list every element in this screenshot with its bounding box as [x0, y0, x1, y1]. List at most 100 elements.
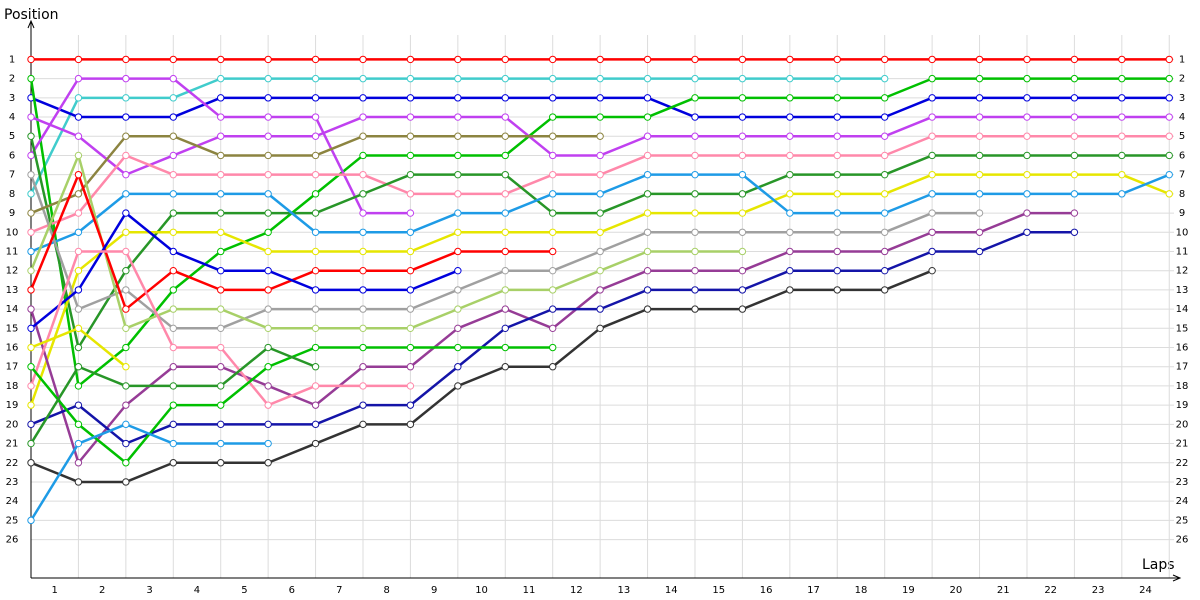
y-tick-label-right: 14: [1176, 304, 1189, 315]
lap-marker: [596, 94, 604, 102]
lap-marker: [74, 478, 83, 486]
lap-marker: [454, 266, 462, 275]
y-tick-label: 20: [6, 419, 19, 430]
lap-marker: [691, 266, 699, 275]
lap-marker: [406, 228, 415, 236]
lap-marker: [311, 247, 320, 256]
lap-marker: [74, 324, 83, 333]
lap-marker: [454, 305, 462, 313]
lap-marker: [359, 94, 367, 102]
lap-marker: [975, 190, 984, 198]
lap-marker: [549, 94, 557, 102]
lap-marker: [786, 170, 794, 179]
lap-marker: [596, 247, 604, 256]
lap-marker: [74, 247, 83, 256]
lap-marker: [311, 74, 320, 83]
lap-marker: [359, 55, 367, 64]
lap-marker: [74, 132, 83, 140]
lap-marker: [122, 190, 130, 198]
lap-marker: [122, 343, 130, 352]
lap-marker: [1070, 113, 1079, 121]
lap-marker: [122, 132, 130, 140]
lap-marker: [691, 209, 699, 217]
lap-marker: [74, 94, 83, 102]
lap-marker: [738, 74, 747, 83]
lap-marker: [74, 439, 83, 448]
lap-marker: [74, 305, 83, 313]
lap-marker: [406, 401, 415, 409]
lap-marker: [359, 190, 367, 198]
lap-marker: [643, 132, 652, 140]
lap-marker: [454, 132, 462, 140]
lap-marker: [27, 459, 35, 467]
lap-marker: [217, 401, 225, 409]
lap-marker: [406, 305, 415, 313]
y-tick-label: 4: [9, 112, 15, 123]
lap-marker: [833, 94, 841, 102]
lap-marker: [643, 94, 652, 102]
lap-marker: [833, 151, 841, 160]
lap-marker: [264, 113, 272, 121]
lap-marker: [549, 286, 557, 294]
lap-marker: [264, 420, 272, 429]
lap-marker: [169, 420, 177, 429]
lap-marker: [454, 247, 462, 256]
lap-marker: [122, 439, 130, 448]
lap-marker: [643, 190, 652, 198]
y-tick-label-right: 2: [1179, 74, 1185, 85]
lap-marker: [738, 228, 747, 236]
y-tick-label: 3: [9, 93, 15, 104]
lap-marker: [1118, 151, 1126, 160]
lap-marker: [122, 55, 130, 64]
lap-marker: [406, 420, 415, 429]
lap-marker: [880, 228, 889, 236]
lap-marker: [786, 209, 794, 217]
x-tick-label: 4: [194, 585, 200, 596]
lap-marker: [122, 170, 130, 179]
lap-marker: [454, 113, 462, 121]
lap-marker: [786, 94, 794, 102]
lap-marker: [359, 382, 367, 390]
lap-marker: [311, 190, 320, 198]
y-tick-label-right: 23: [1176, 477, 1189, 488]
lap-marker: [549, 228, 557, 236]
lap-marker: [169, 324, 177, 333]
lap-marker: [691, 170, 699, 179]
y-tick-label-right: 5: [1179, 131, 1185, 142]
lap-marker: [122, 305, 130, 313]
lap-marker: [27, 247, 35, 256]
lap-marker: [596, 324, 604, 333]
lap-marker: [264, 132, 272, 140]
lap-marker: [27, 516, 35, 525]
lap-marker: [217, 382, 225, 390]
x-tick-label: 13: [617, 585, 630, 596]
lap-marker: [596, 266, 604, 275]
lap-marker: [1165, 151, 1173, 160]
lap-marker: [738, 113, 747, 121]
lap-marker: [359, 286, 367, 294]
lap-marker: [27, 132, 35, 140]
lap-marker: [454, 94, 462, 102]
lap-marker: [74, 74, 83, 83]
y-tick-label: 15: [6, 323, 19, 334]
y-tick-label-right: 6: [1179, 150, 1185, 161]
y-tick-label-right: 17: [1176, 362, 1189, 373]
lap-marker: [74, 401, 83, 409]
lap-marker: [122, 209, 130, 217]
lap-marker: [691, 151, 699, 160]
lap-marker: [1165, 74, 1173, 83]
lap-marker: [74, 228, 83, 236]
lap-marker: [880, 151, 889, 160]
lap-marker: [928, 170, 936, 179]
x-tick-label: 15: [712, 585, 725, 596]
x-tick-label: 21: [997, 585, 1010, 596]
lap-marker: [27, 74, 35, 83]
lap-marker: [406, 382, 415, 390]
lap-marker: [311, 324, 320, 333]
lap-marker: [74, 363, 83, 371]
lap-marker: [217, 324, 225, 333]
lap-marker: [928, 228, 936, 236]
lap-marker: [311, 266, 320, 275]
lap-marker: [217, 305, 225, 313]
lap-marker: [169, 228, 177, 236]
